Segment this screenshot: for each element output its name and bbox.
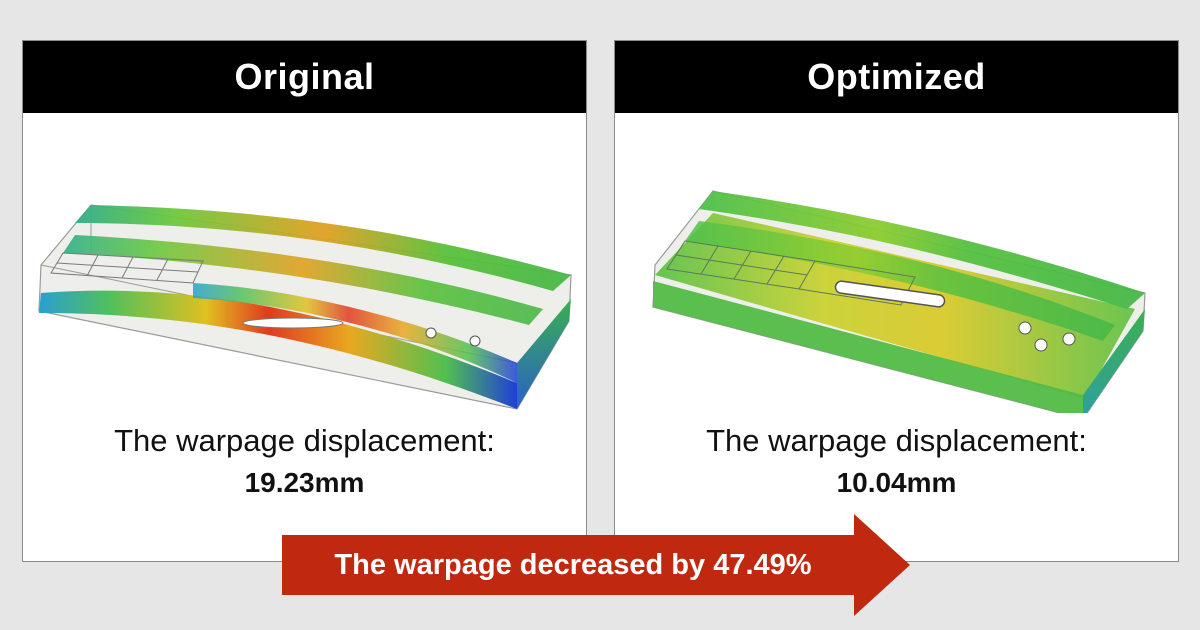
optimized-caption: The warpage displacement: 10.04mm — [615, 421, 1178, 503]
original-caption: The warpage displacement: 19.23mm — [23, 421, 586, 503]
optimized-displacement-value: 10.04mm — [836, 467, 957, 498]
optimized-warpage-model-image — [652, 190, 1146, 413]
original-warpage-model-image — [38, 204, 572, 410]
improvement-arrow-banner — [282, 514, 910, 616]
original-displacement-value: 19.23mm — [244, 467, 365, 498]
optimized-panel: Optimized — [614, 40, 1179, 562]
optimized-caption-label: The warpage displacement: — [706, 423, 1087, 458]
improvement-banner-text: The warpage decreased by 47.49% — [334, 548, 812, 581]
optimized-title: Optimized — [615, 41, 1178, 113]
original-panel: Original — [22, 40, 587, 562]
original-title: Original — [23, 41, 586, 113]
original-caption-label: The warpage displacement: — [114, 423, 495, 458]
